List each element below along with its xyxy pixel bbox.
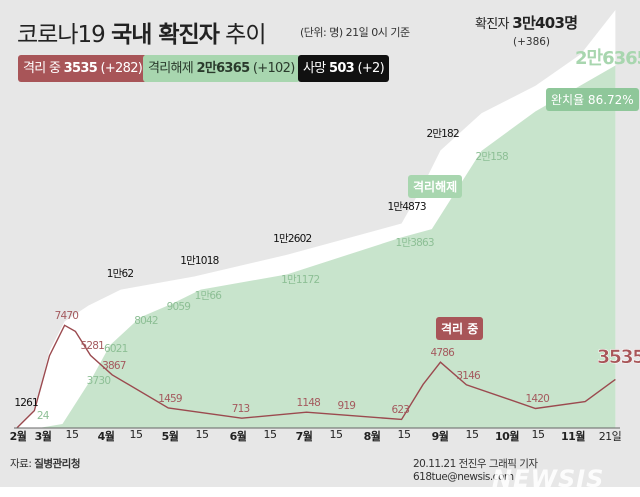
x-tick-label: 15 <box>129 428 144 441</box>
released-data-label: 9059 <box>166 301 191 314</box>
confirmed-data-label: 2만182 <box>426 128 459 141</box>
x-tick-label: 15 <box>397 428 412 441</box>
isolation-data-label: 3867 <box>102 359 126 372</box>
released-area <box>17 65 616 428</box>
released-data-label: 1만66 <box>194 289 222 302</box>
isolation-data-label: 713 <box>231 403 250 416</box>
legend-label: 격리 중 <box>23 61 61 76</box>
released-data-label: 24 <box>36 409 50 422</box>
isolation-data-label: 1420 <box>525 393 549 406</box>
total-label: 확진자 <box>475 17 509 32</box>
isolation-data-label: 919 <box>337 400 356 413</box>
x-tick-label: 15 <box>465 428 480 441</box>
legend-delta: (+102) <box>252 61 295 76</box>
isolation-data-label: 5281 <box>80 340 105 353</box>
x-tick-label: 4월 <box>97 430 115 443</box>
legend-released: 격리해제 2만6365 (+102) <box>143 55 300 82</box>
confirmed-data-label: 1만2602 <box>273 232 312 245</box>
isolation-end-label: 3535 <box>597 346 640 369</box>
confirmed-data-label: 1만4873 <box>387 201 427 214</box>
title-bold: 국내 확진자 <box>111 22 220 48</box>
unit-note: (단위: 명) 21일 0시 기준 <box>300 26 410 39</box>
released-data-label: 8042 <box>134 315 158 328</box>
released-data-label: 2만158 <box>475 150 508 163</box>
credit: 20.11.21 전진우 그래픽 기자 618tue@newsis.com <box>413 458 538 483</box>
x-tick-label: 8월 <box>363 430 381 443</box>
x-tick-label: 10월 <box>495 430 519 443</box>
confirmed-data-label: 1261 <box>14 396 38 409</box>
x-tick-label: 15 <box>263 428 278 441</box>
legend-deaths: 사망 503 (+2) <box>298 55 389 82</box>
isolation-data-label: 1148 <box>296 397 321 410</box>
released-end-label: 2만6365 <box>575 48 640 69</box>
x-tick-label: 21일 <box>598 430 622 443</box>
confirmed-data-label: 1만1018 <box>180 254 219 267</box>
title-plain: 코로나19 <box>17 22 112 48</box>
x-tick-label: 15 <box>531 428 546 441</box>
title-tail: 추이 <box>218 22 266 48</box>
x-tick-label: 5월 <box>161 430 179 443</box>
legend-label: 사망 <box>303 61 326 76</box>
total-value: 3만403명 <box>512 14 578 32</box>
x-tick-label: 15 <box>65 428 80 441</box>
x-tick-label: 9월 <box>431 430 449 443</box>
released-data-label: 3730 <box>86 374 111 387</box>
recovery-rate-badge: 완치율 86.72% <box>546 88 639 111</box>
released-data-label: 6021 <box>103 343 128 356</box>
legend-delta: (+2) <box>357 61 384 76</box>
confirmed-data-label: 1만62 <box>106 267 134 280</box>
total-delta: (+386) <box>513 36 551 48</box>
total-confirmed: 확진자 3만403명 <box>475 12 578 33</box>
isolation-tag: 격리 중 <box>436 317 484 340</box>
released-tag: 격리해제 <box>408 175 463 198</box>
newsis-watermark: NEWSIS <box>492 465 605 493</box>
x-tick-label: 11월 <box>561 430 585 443</box>
x-tick-label: 6월 <box>229 430 247 443</box>
isolation-data-label: 7470 <box>54 310 79 323</box>
source-value: 질병관리청 <box>34 458 81 470</box>
isolation-data-label: 1459 <box>158 392 182 405</box>
page-title: 코로나19 국내 확진자 추이 <box>17 15 267 49</box>
isolation-data-label: 4786 <box>430 347 454 360</box>
x-tick-label: 15 <box>195 428 210 441</box>
legend-delta: (+282) <box>100 61 143 76</box>
x-tick-label: 15 <box>329 428 344 441</box>
released-data-label: 1만3863 <box>395 237 435 250</box>
isolation-data-label: 623 <box>391 404 410 417</box>
x-tick-label: 7월 <box>295 430 313 443</box>
legend-label: 격리해제 <box>148 61 194 76</box>
legend-value: 3535 <box>63 61 98 76</box>
source: 자료: 질병관리청 <box>10 456 81 471</box>
source-label: 자료: <box>10 458 32 470</box>
legend-value: 503 <box>328 61 355 76</box>
legend-isolation: 격리 중 3535 (+282) <box>18 55 148 82</box>
x-tick-label: 3월 <box>34 430 52 443</box>
isolation-line <box>16 324 616 429</box>
legend-value: 2만6365 <box>196 61 250 76</box>
released-data-label: 1만1172 <box>281 274 320 287</box>
isolation-data-label: 3146 <box>456 369 480 382</box>
x-tick-label: 2월 <box>9 430 27 443</box>
